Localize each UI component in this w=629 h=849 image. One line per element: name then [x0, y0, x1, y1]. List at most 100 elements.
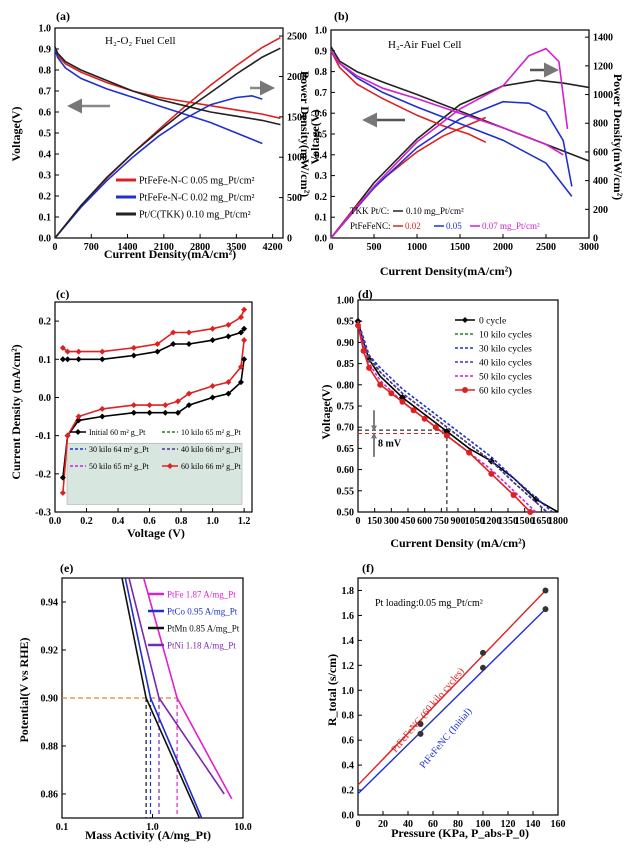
data-point	[75, 348, 82, 355]
y-tick-label: 1.8	[342, 586, 355, 597]
y-tick-label: 0.7	[39, 87, 52, 98]
data-point	[99, 348, 106, 355]
data-point	[170, 329, 177, 336]
data-point	[225, 390, 232, 397]
y-tick-label: 0.75	[337, 402, 355, 413]
series-line	[54, 46, 281, 126]
panel-d-tag: (d)	[358, 287, 373, 301]
legend-entry: 30 kilo 64 m² g_Pt	[89, 445, 150, 454]
legend-swatch	[167, 463, 173, 469]
y-tick-label: -0.3	[35, 508, 51, 519]
data-point	[527, 509, 534, 515]
y-tick-label: 0.86	[41, 790, 59, 801]
x-tick-label: 0.1	[56, 822, 69, 833]
x-tick-label: 1.0	[206, 516, 219, 527]
x-tick-label: 1500	[515, 516, 535, 527]
plot-frame	[357, 577, 559, 816]
data-point	[209, 337, 216, 344]
legend-swatch	[462, 317, 468, 323]
y-tick-label: 0.3	[315, 171, 328, 182]
x-tick-label: 0	[53, 242, 58, 253]
y-tick-label: 0.90	[41, 694, 59, 705]
data-point	[130, 409, 137, 416]
x-tick-label: 60	[428, 819, 438, 830]
series-line	[357, 320, 553, 513]
y-tick-label: 0.6	[39, 108, 52, 119]
series-line	[54, 46, 281, 120]
x-tick-label: 1.2	[238, 516, 251, 527]
data-point	[185, 390, 192, 397]
y-tick-label: 0.88	[41, 742, 59, 753]
data-point	[64, 356, 71, 363]
data-point	[417, 730, 424, 737]
y-tick-label: 0.2	[342, 786, 355, 797]
y-tick-label: 0.4	[39, 150, 52, 161]
panel-a-xlabel: Current Density(mA/cm²)	[104, 247, 236, 261]
y2-tick-label: 200	[593, 205, 608, 216]
data-point	[510, 492, 517, 499]
data-point	[174, 398, 181, 405]
panel-a-y2label: Power Density(mW/cm²)	[298, 71, 312, 197]
series-label: PtFeFeNC (60 kilo cycles)	[390, 666, 467, 755]
plot-frame	[54, 301, 253, 513]
x-tick-label: 1350	[498, 516, 518, 527]
data-point	[432, 424, 439, 431]
x-tick-label: 0.0	[49, 516, 62, 527]
series-line	[124, 577, 203, 819]
x-tick-label: 1400	[118, 242, 138, 253]
x-tick-label: 100	[476, 819, 491, 830]
panel-e-xlabel: Mass Activity (A/mg_Pt)	[85, 828, 211, 842]
panel-a-ylabel: Voltage(V)	[9, 107, 23, 162]
data-point	[417, 720, 424, 727]
legend-entry: 50 kilo 65 m² g_Pt	[89, 462, 150, 471]
data-point	[59, 489, 66, 496]
series-line	[330, 50, 487, 144]
panel-b-ylabel: Voltage(V)	[308, 110, 322, 165]
panel-b-y2label: Power Density(mW/cm²)	[611, 74, 625, 200]
data-point	[237, 329, 244, 336]
legend-entry: 40 kilo cycles	[479, 359, 532, 369]
y-tick-label: 0.2	[39, 317, 52, 328]
legend-swatch	[75, 429, 81, 435]
data-point	[410, 407, 417, 414]
x-tick-label: 140	[526, 819, 541, 830]
data-point	[480, 649, 486, 656]
y-tick-label: 0.2	[315, 192, 328, 203]
data-point	[377, 381, 384, 388]
panel-d-xlabel: Current Density (mA/cm²)	[390, 536, 525, 550]
x-tick-label: 600	[417, 516, 432, 527]
y2-tick-label: 800	[593, 119, 608, 130]
y-tick-label: 1.0	[342, 686, 355, 697]
legend-entry: PtMn 0.85 A/mg_Pt	[167, 624, 240, 634]
legend-entry: 10 kilo 65 m² g_Pt	[181, 428, 242, 437]
data-point	[209, 383, 216, 389]
x-tick-label: 4200	[263, 242, 283, 253]
x-tick-label: 0	[329, 242, 334, 253]
y-tick-label: 0.6	[342, 736, 355, 747]
panel-b-xlabel: Current Density(mA/cm²)	[380, 264, 512, 278]
data-point	[99, 356, 106, 363]
data-point	[75, 417, 82, 424]
y-tick-label: -0.2	[35, 469, 51, 480]
data-point	[146, 402, 153, 409]
data-point	[99, 413, 106, 420]
y-tick-label: 0.0	[39, 393, 52, 404]
series-line	[330, 79, 590, 239]
panel-f-tag: (f)	[362, 561, 374, 575]
y2-tick-label: 500	[287, 193, 302, 204]
legend-label: TKK Pt/C:	[350, 206, 389, 216]
y-tick-label: 0.1	[39, 355, 52, 366]
legend-entry: 60 kilo cycles	[479, 387, 532, 397]
data-point	[388, 390, 395, 397]
x-tick-label: 2100	[154, 242, 174, 253]
y2-tick-label: 1000	[287, 153, 307, 164]
fit-line	[357, 608, 546, 795]
panel-f-xlabel: Pressure (KPa, P_abs-P_0)	[391, 826, 529, 840]
x-tick-label: 1650	[531, 516, 551, 527]
x-tick-label: 1.0	[146, 822, 159, 833]
series-line	[357, 320, 548, 513]
x-tick-label: 0	[356, 516, 361, 527]
legend-entry: PtFe 1.87 A/mg_Pt	[167, 590, 236, 600]
data-point	[225, 333, 232, 340]
